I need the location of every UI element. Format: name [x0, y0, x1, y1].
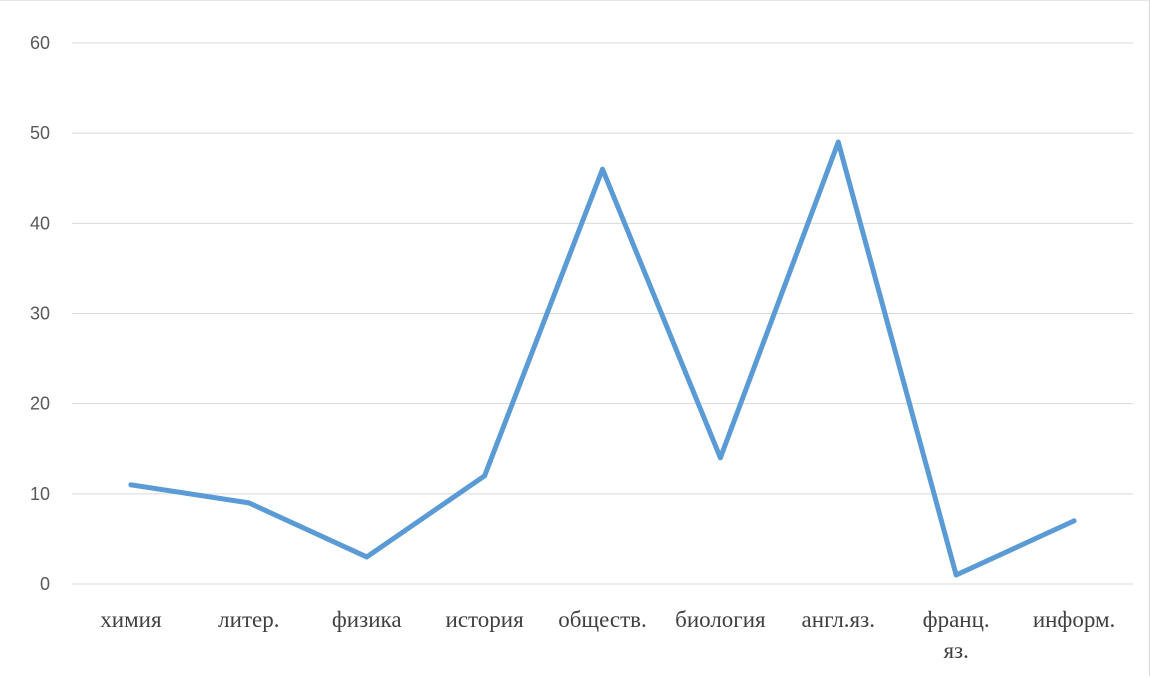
data-point: [246, 500, 252, 506]
gridlines: [72, 42, 1133, 585]
x-tick-label: обществ.: [558, 607, 647, 632]
x-tick-label: физика: [332, 607, 402, 632]
y-tick-label: 50: [30, 123, 50, 143]
data-point: [364, 554, 370, 560]
data-point: [835, 139, 841, 145]
series-line: [128, 139, 1077, 578]
y-tick-label: 20: [30, 394, 50, 414]
y-tick-label: 60: [30, 33, 50, 53]
data-point: [128, 482, 134, 488]
y-axis-ticks: 0 10 20 30 40 50 60: [30, 33, 50, 594]
x-tick-label: франц. яз.: [923, 607, 990, 663]
x-tick-label: информ.: [1033, 607, 1115, 632]
x-tick-label: история: [446, 607, 525, 632]
x-axis-ticks: химия литер. физика история обществ. биология…: [100, 607, 1115, 663]
y-tick-label: 30: [30, 304, 50, 324]
data-point: [717, 455, 723, 461]
x-tick-label: биология: [675, 607, 766, 632]
data-point: [600, 166, 605, 172]
series-layer: [128, 139, 1077, 578]
y-tick-label: 0: [40, 574, 50, 594]
y-tick-label: 40: [30, 213, 50, 233]
data-point: [482, 473, 488, 479]
data-point: [1071, 518, 1077, 524]
x-tick-label: литер.: [218, 607, 279, 632]
x-tick-label: англ.яз.: [802, 607, 875, 632]
x-tick-label: химия: [100, 607, 162, 632]
data-point: [953, 572, 959, 578]
y-tick-label: 10: [30, 484, 50, 504]
